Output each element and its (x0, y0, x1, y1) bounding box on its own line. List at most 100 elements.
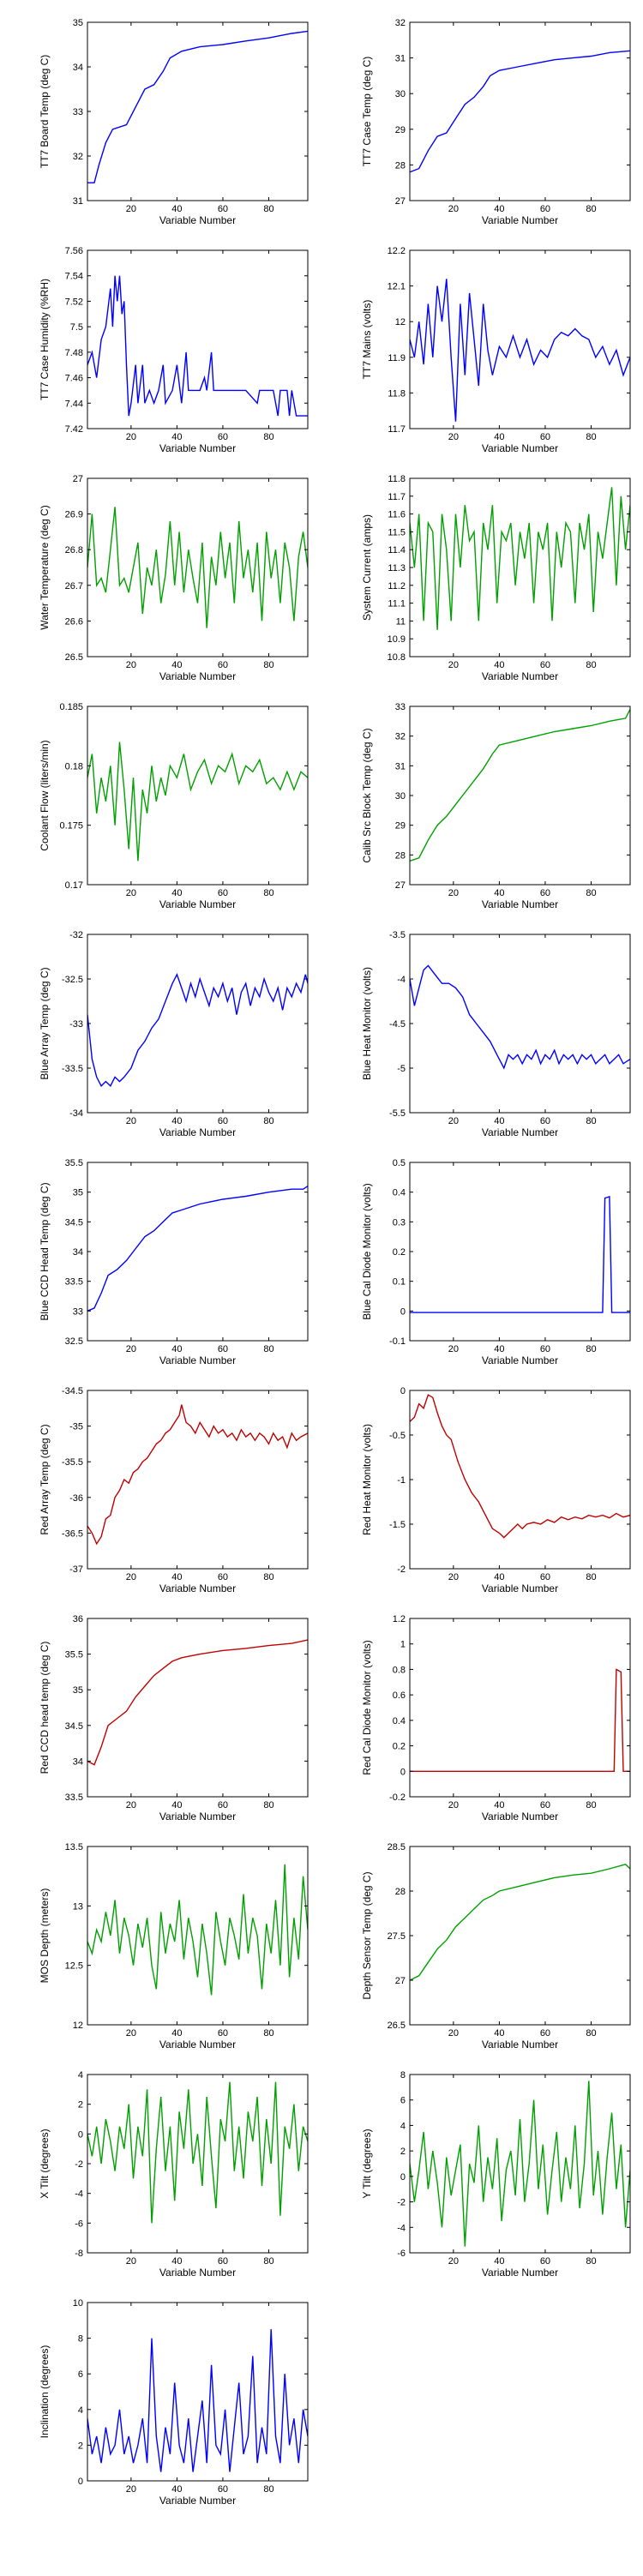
coolant-flow-x-tick-label: 60 (218, 888, 228, 898)
system-current-y-tick-label: 11 (396, 616, 406, 627)
inclination-chart: 20 40 60 80 0 2 4 6 8 10 Variable Number Inclinatio… (39, 2298, 309, 2507)
calib-src-block-temp-x-tick-label: 60 (540, 888, 550, 898)
red-heat-monitor-chart: 20 40 60 80 -2 -1.5 -1 -0.5 0 Variable Number Red … (361, 1386, 631, 1594)
coolant-flow-y-tick-label: 0.18 (65, 761, 83, 772)
water-temperature-x-axis-label: Variable Number (159, 670, 236, 682)
mos-depth-axes-frame (87, 1846, 309, 2026)
red-cal-diode-monitor-x-tick-label: 40 (494, 1800, 504, 1810)
calib-src-block-temp-y-tick-label: 32 (395, 732, 406, 742)
tt7-mains-axes-frame (409, 249, 631, 429)
red-array-temp-x-axis-label: Variable Number (159, 1582, 236, 1594)
water-temperature-axes-frame (87, 477, 309, 658)
red-cal-diode-monitor-y-tick-label: 0.2 (393, 1742, 406, 1752)
tt7-mains-y-tick-label: 12.2 (388, 246, 406, 256)
tt7-case-humidity-y-tick-label: 7.52 (65, 297, 83, 307)
mos-depth-y-tick-label: 13.5 (65, 1842, 83, 1852)
mos-depth-chart: 20 40 60 80 12 12.5 13 13.5 Variable Number MOS D… (39, 1842, 309, 2051)
tt7-board-temp-chart: 20 40 60 80 31 32 33 34 35 Variable Number TT7 Boa… (39, 18, 309, 226)
red-cal-diode-monitor-x-axis-label: Variable Number (482, 1810, 558, 1822)
red-heat-monitor-y-axis-label: Red Heat Monitor (volts) (361, 1424, 373, 1535)
depth-sensor-temp-x-axis-label: Variable Number (482, 2039, 558, 2051)
tt7-case-temp-axes-frame (409, 21, 631, 201)
tt7-board-temp-x-axis-label: Variable Number (159, 214, 236, 226)
x-tilt-x-tick-label: 40 (171, 2256, 182, 2267)
tt7-board-temp-x-tick-label: 80 (263, 204, 273, 214)
inclination-y-tick-label: 4 (78, 2405, 83, 2416)
inclination-y-tick-label: 2 (78, 2441, 83, 2451)
red-cal-diode-monitor-x-tick-label: 80 (586, 1800, 596, 1810)
red-cal-diode-monitor-y-tick-label: 1.2 (393, 1614, 406, 1624)
blue-cal-diode-monitor-chart: 20 40 60 80 -0.1 0 0.1 0.2 0.3 0.4 0.5 Variable Num… (361, 1158, 631, 1366)
blue-ccd-head-temp-chart: 20 40 60 80 32.5 33 33.5 34 34.5 35 35.5 Variable N… (39, 1158, 309, 1366)
inclination-x-tick-label: 20 (126, 2484, 136, 2495)
tt7-case-humidity-series-line (87, 275, 308, 417)
system-current-y-tick-label: 10.9 (388, 634, 406, 645)
tt7-mains-y-tick-label: 12.1 (388, 282, 406, 292)
tt7-board-temp-y-tick-label: 34 (73, 63, 83, 73)
coolant-flow-y-tick-label: 0.17 (65, 880, 83, 891)
water-temperature-y-tick-label: 26.9 (65, 510, 83, 520)
tt7-case-humidity-y-tick-label: 7.44 (65, 399, 83, 409)
blue-ccd-head-temp-y-tick-label: 34 (73, 1247, 83, 1258)
coolant-flow-y-axis-label: Coolant Flow (liters/min) (39, 740, 51, 850)
red-heat-monitor-series-line (410, 1394, 630, 1539)
red-ccd-head-temp-series-line (87, 1639, 308, 1766)
red-array-temp-y-tick-label: -36 (69, 1493, 83, 1504)
coolant-flow-x-axis-label: Variable Number (159, 898, 236, 910)
coolant-flow-y-tick-label: 0.175 (59, 821, 83, 832)
tt7-mains-series-line (410, 279, 630, 422)
y-tilt-y-tick-label: -6 (397, 2249, 406, 2259)
red-array-temp-series-line (87, 1404, 308, 1546)
blue-array-temp-y-tick-label: -33.5 (62, 1064, 83, 1074)
inclination-y-tick-label: 0 (78, 2477, 83, 2487)
blue-cal-diode-monitor-x-tick-label: 40 (494, 1344, 504, 1354)
system-current-x-tick-label: 20 (448, 660, 459, 670)
blue-ccd-head-temp-series-line (87, 1186, 308, 1312)
red-ccd-head-temp-axes-frame (87, 1618, 309, 1798)
red-array-temp-y-tick-label: -34.5 (62, 1386, 83, 1396)
water-temperature-chart: 20 40 60 80 26.5 26.6 26.7 26.8 26.9 27 Variable N… (39, 474, 309, 682)
inclination-series-line (87, 2329, 308, 2472)
blue-ccd-head-temp-y-tick-label: 32.5 (65, 1336, 83, 1347)
x-tilt-y-tick-label: -2 (75, 2159, 83, 2170)
system-current-y-tick-label: 11.6 (388, 510, 406, 520)
tt7-mains-y-axis-label: TT7 Mains (volts) (361, 300, 373, 380)
tt7-case-temp-y-tick-label: 32 (395, 18, 406, 28)
coolant-flow-chart: 20 40 60 80 0.17 0.175 0.18 0.185 Variable Numbe… (39, 702, 309, 910)
inclination-axes-frame (87, 2302, 309, 2482)
system-current-axes-frame (409, 477, 631, 658)
depth-sensor-temp-y-tick-label: 28 (395, 1887, 406, 1897)
tt7-mains-y-tick-label: 11.9 (388, 353, 406, 363)
red-cal-diode-monitor-y-tick-label: 1 (400, 1640, 406, 1650)
coolant-flow-x-tick-label: 80 (263, 888, 273, 898)
red-array-temp-y-tick-label: -36.5 (62, 1528, 83, 1539)
calib-src-block-temp-series-line (410, 709, 630, 862)
x-tilt-x-axis-label: Variable Number (159, 2267, 236, 2279)
tt7-case-humidity-y-tick-label: 7.46 (65, 374, 83, 384)
blue-array-temp-axes-frame (87, 934, 309, 1114)
system-current-x-tick-label: 40 (494, 660, 504, 670)
mos-depth-y-tick-label: 12 (73, 2021, 83, 2031)
x-tilt-x-tick-label: 60 (218, 2256, 228, 2267)
blue-heat-monitor-y-axis-label: Blue Heat Monitor (volts) (361, 967, 373, 1080)
blue-array-temp-y-tick-label: -32 (69, 930, 83, 940)
system-current-chart: 20 40 60 80 10.8 10.9 11 11.1 11.2 11.3 11.4 11.5 11… (361, 474, 631, 682)
tt7-mains-x-tick-label: 80 (586, 432, 596, 442)
blue-heat-monitor-x-tick-label: 20 (448, 1116, 459, 1126)
calib-src-block-temp-y-axis-label: Calib Src Block Temp (deg C) (361, 728, 373, 862)
blue-cal-diode-monitor-x-tick-label: 80 (586, 1344, 596, 1354)
red-ccd-head-temp-y-tick-label: 34 (73, 1756, 83, 1767)
red-array-temp-y-tick-label: -35 (69, 1422, 83, 1432)
red-cal-diode-monitor-y-tick-label: 0.4 (393, 1716, 406, 1726)
tt7-case-temp-x-tick-label: 40 (494, 204, 504, 214)
blue-heat-monitor-x-tick-label: 40 (494, 1116, 504, 1126)
tt7-mains-x-axis-label: Variable Number (482, 442, 558, 454)
blue-heat-monitor-y-tick-label: -4 (397, 975, 406, 985)
red-heat-monitor-x-tick-label: 80 (586, 1572, 596, 1582)
red-heat-monitor-axes-frame (409, 1390, 631, 1570)
system-current-x-tick-label: 80 (586, 660, 596, 670)
tt7-mains-x-tick-label: 60 (540, 432, 550, 442)
blue-ccd-head-temp-x-tick-label: 40 (171, 1344, 182, 1354)
water-temperature-y-tick-label: 27 (73, 474, 83, 484)
blue-cal-diode-monitor-y-tick-label: 0.2 (393, 1247, 406, 1258)
